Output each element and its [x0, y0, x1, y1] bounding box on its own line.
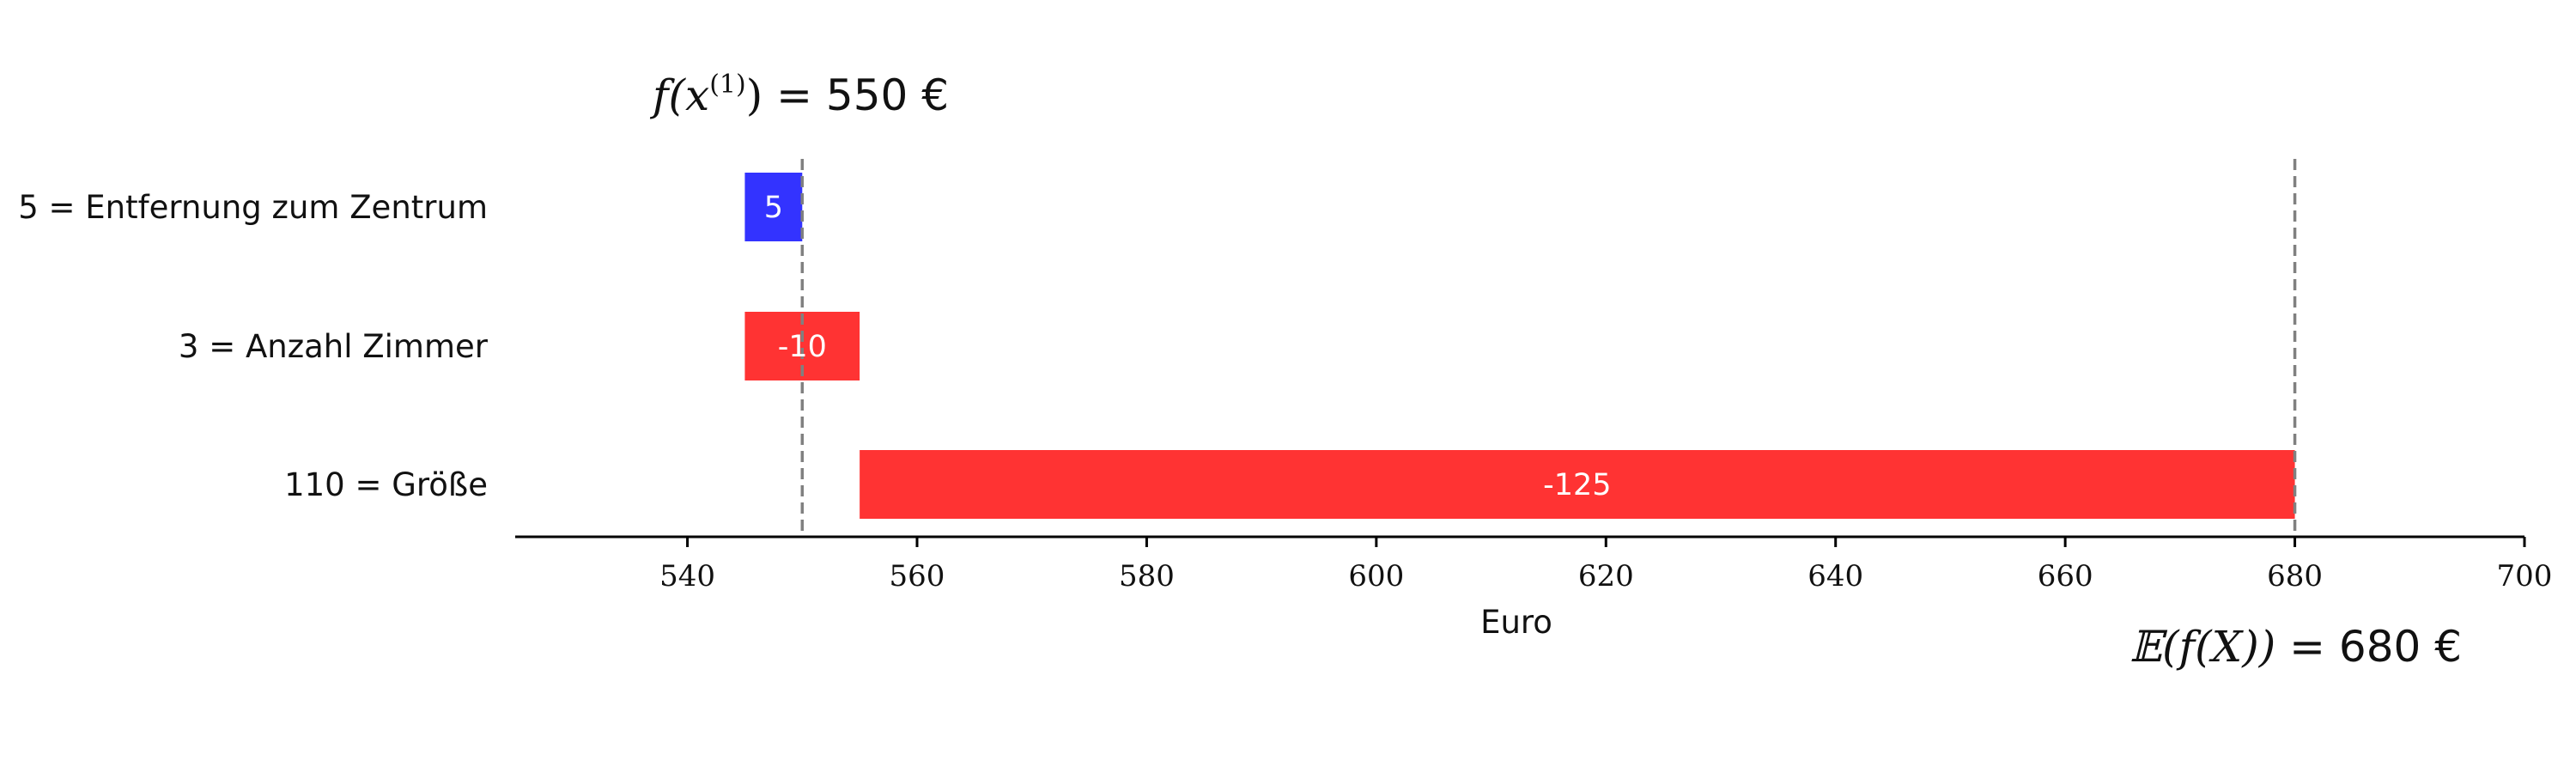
bar-value-label-2: -125	[1543, 468, 1611, 502]
x-tick-label-3: 600	[1348, 559, 1404, 593]
x-tick-label-8: 700	[2497, 559, 2553, 593]
prediction-value: = 550 €	[762, 70, 949, 120]
x-tick-label-4: 620	[1578, 559, 1634, 593]
x-axis-title: Euro	[1480, 604, 1552, 641]
prediction-math: f(x	[649, 70, 709, 120]
x-tick-label-7: 680	[2267, 559, 2323, 593]
category-labels-layer: 5 = Entfernung zum Zentrum 3 = Anzahl Zim…	[18, 189, 489, 503]
x-tick-label-2: 580	[1119, 559, 1175, 593]
x-tick-label-5: 640	[1807, 559, 1863, 593]
bar-labels-layer: 5 -10 -125	[764, 191, 1612, 502]
prediction-annotation: f(x(1)) = 550 €	[649, 70, 949, 120]
prediction-superscript: (1)	[709, 70, 746, 100]
expected-value-annotation: 𝔼(f(X)) = 680 €	[2129, 622, 2462, 672]
category-label-0: 5 = Entfernung zum Zentrum	[18, 189, 488, 226]
x-axis: 540 560 580 600 620 640 660 680 700	[515, 535, 2553, 593]
reference-annotations-layer: f(x(1)) = 550 € 𝔼(f(X)) = 680 €	[649, 70, 2462, 672]
reference-lines-layer	[800, 159, 2297, 537]
bar-value-label-1: -10	[778, 330, 827, 364]
expected-value-value: = 680 €	[2275, 622, 2462, 672]
bar-0	[744, 173, 803, 241]
x-tick-label-0: 540	[659, 559, 715, 593]
category-label-1: 3 = Anzahl Zimmer	[179, 328, 489, 365]
bars-layer	[744, 173, 2295, 519]
x-tick-label-6: 660	[2038, 559, 2093, 593]
x-tick-label-1: 560	[890, 559, 945, 593]
bar-2	[860, 450, 2295, 519]
prediction-close: )	[746, 70, 763, 120]
category-label-2: 110 = Größe	[284, 466, 488, 503]
bar-value-label-0: 5	[764, 191, 783, 225]
expected-value-math: 𝔼(f(X))	[2129, 622, 2275, 672]
